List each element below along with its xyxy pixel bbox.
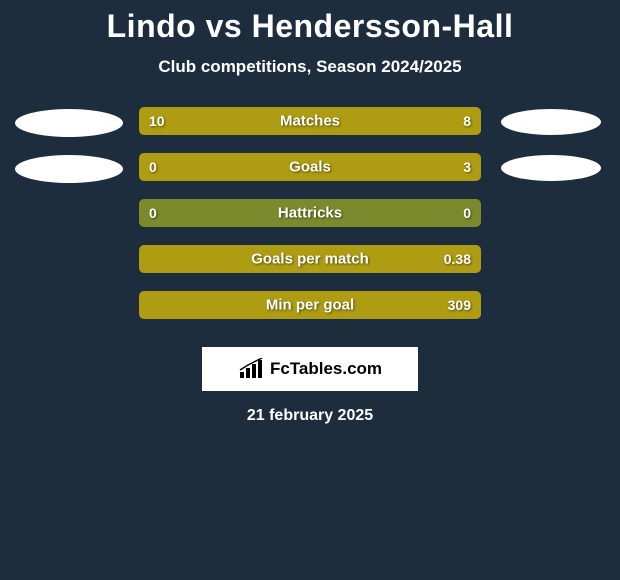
stat-label: Goals per match	[251, 251, 369, 268]
stat-value-right: 8	[463, 113, 471, 129]
left-player-avatars	[9, 107, 129, 201]
stat-row-goals: 0 Goals 3	[139, 153, 481, 181]
stat-value-left: 0	[149, 159, 157, 175]
stat-label: Matches	[280, 113, 340, 130]
stat-value-right: 3	[463, 159, 471, 175]
stat-value-right: 0.38	[444, 251, 471, 267]
stat-row-goals-per-match: Goals per match 0.38	[139, 245, 481, 273]
stats-bars: 10 Matches 8 0 Goals 3 0 Hattricks 0 Goa…	[139, 107, 481, 337]
stat-value-right: 0	[463, 205, 471, 221]
avatar-placeholder	[501, 155, 601, 181]
comparison-card: Lindo vs Hendersson-Hall Club competitio…	[0, 0, 620, 425]
chart-icon	[238, 358, 266, 380]
stat-value-left: 10	[149, 113, 165, 129]
subtitle: Club competitions, Season 2024/2025	[0, 57, 620, 77]
avatar-placeholder	[15, 155, 123, 183]
stat-label: Min per goal	[266, 297, 354, 314]
stat-row-hattricks: 0 Hattricks 0	[139, 199, 481, 227]
right-player-avatars	[491, 107, 611, 201]
stat-value-right: 309	[448, 297, 471, 313]
stat-fill-right	[201, 153, 481, 181]
stat-row-min-per-goal: Min per goal 309	[139, 291, 481, 319]
avatar-placeholder	[501, 109, 601, 135]
stat-fill-right	[329, 107, 481, 135]
date: 21 february 2025	[0, 407, 620, 425]
logo-text: FcTables.com	[270, 359, 382, 379]
page-title: Lindo vs Hendersson-Hall	[0, 8, 620, 45]
stat-label: Goals	[289, 159, 331, 176]
logo-box: FcTables.com	[202, 347, 418, 391]
avatar-placeholder	[15, 109, 123, 137]
stat-row-matches: 10 Matches 8	[139, 107, 481, 135]
stat-label: Hattricks	[278, 205, 342, 222]
stats-area: 10 Matches 8 0 Goals 3 0 Hattricks 0 Goa…	[0, 107, 620, 337]
stat-value-left: 0	[149, 205, 157, 221]
logo-content: FcTables.com	[238, 358, 382, 380]
